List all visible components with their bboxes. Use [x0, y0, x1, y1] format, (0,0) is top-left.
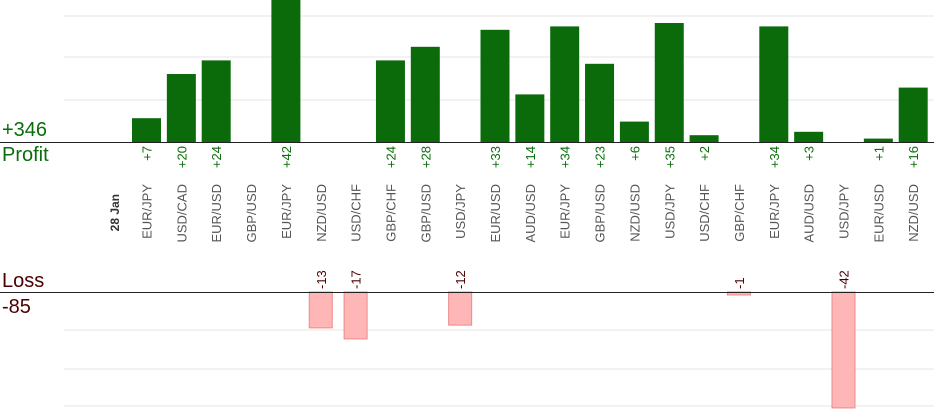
value-label: +42 [279, 146, 294, 168]
value-label: -1 [732, 277, 747, 289]
profit-bar [132, 118, 161, 142]
value-label: +35 [662, 146, 677, 168]
value-label: +3 [802, 146, 817, 161]
category-label: USD/CHF [697, 184, 712, 242]
category-label: GBP/CHF [732, 184, 747, 242]
value-label: +2 [697, 146, 712, 161]
category-label: GBP/USD [244, 184, 259, 243]
profit-bar [689, 135, 719, 142]
category-label: EUR/JPY [140, 184, 155, 239]
category-label: NZD/USD [314, 184, 329, 242]
loss-bar [343, 291, 368, 340]
profit-bar [619, 121, 649, 142]
value-label: +34 [558, 146, 573, 168]
profit-label: Profit [2, 144, 49, 166]
labels: 28 Jan EUR/JPY +7 USD/CAD +20 EUR/USD +24 GBP/U… [108, 146, 921, 289]
value-label: +23 [593, 146, 608, 168]
value-label: +24 [209, 146, 224, 168]
value-label: +7 [140, 146, 155, 161]
profit-bar [794, 131, 824, 142]
category-label: USD/JPY [662, 184, 677, 239]
value-label: +1 [871, 146, 886, 161]
value-label: +14 [523, 146, 538, 168]
profit-bar [201, 60, 231, 142]
profit-bar [480, 29, 510, 142]
value-label: +34 [767, 146, 782, 168]
value-label: -17 [349, 270, 364, 289]
bars [0, 0, 934, 409]
value-label: +24 [383, 146, 398, 168]
profit-bar [898, 87, 928, 142]
category-label: USD/CAD [174, 184, 189, 243]
category-label: EUR/USD [209, 184, 224, 243]
value-label: -12 [453, 270, 468, 289]
category-label: NZD/USD [627, 184, 642, 242]
category-label: EUR/JPY [767, 184, 782, 239]
value-label: +28 [418, 146, 433, 168]
profit-bar [759, 26, 789, 142]
value-label: +33 [488, 146, 503, 168]
value-label: +20 [174, 146, 189, 168]
value-label: +16 [906, 146, 921, 168]
loss-bar [448, 291, 473, 326]
value-label: +6 [627, 146, 642, 161]
loss-bar [831, 291, 856, 409]
category-label: EUR/USD [871, 184, 886, 243]
value-label: -42 [837, 270, 852, 289]
category-label: USD/CHF [349, 184, 364, 242]
profit-bar [550, 26, 580, 142]
profit-bar [654, 23, 684, 142]
category-label: USD/JPY [453, 184, 468, 239]
loss-label: Loss [2, 270, 45, 292]
category-label: USD/JPY [837, 184, 852, 239]
category-label: NZD/USD [906, 184, 921, 242]
date-label: 28 Jan [108, 194, 122, 231]
loss-total: -85 [2, 296, 31, 318]
category-label: EUR/JPY [558, 184, 573, 239]
category-label: GBP/CHF [383, 184, 398, 242]
profit-bar [515, 94, 545, 142]
profit-bar [410, 46, 440, 142]
category-label: AUD/USD [802, 184, 817, 243]
loss-bar [308, 291, 333, 329]
profit-bar [166, 74, 196, 142]
profit-bar [863, 138, 893, 142]
category-label: EUR/USD [488, 184, 503, 243]
category-label: AUD/USD [523, 184, 538, 243]
profit-total: +346 [2, 119, 48, 141]
category-label: EUR/JPY [279, 184, 294, 239]
profit-bar [375, 60, 405, 142]
category-label: GBP/USD [593, 184, 608, 243]
category-label: GBP/USD [418, 184, 433, 243]
profit-bar [271, 0, 301, 143]
value-label: -13 [314, 270, 329, 289]
profit-bar [585, 63, 615, 142]
